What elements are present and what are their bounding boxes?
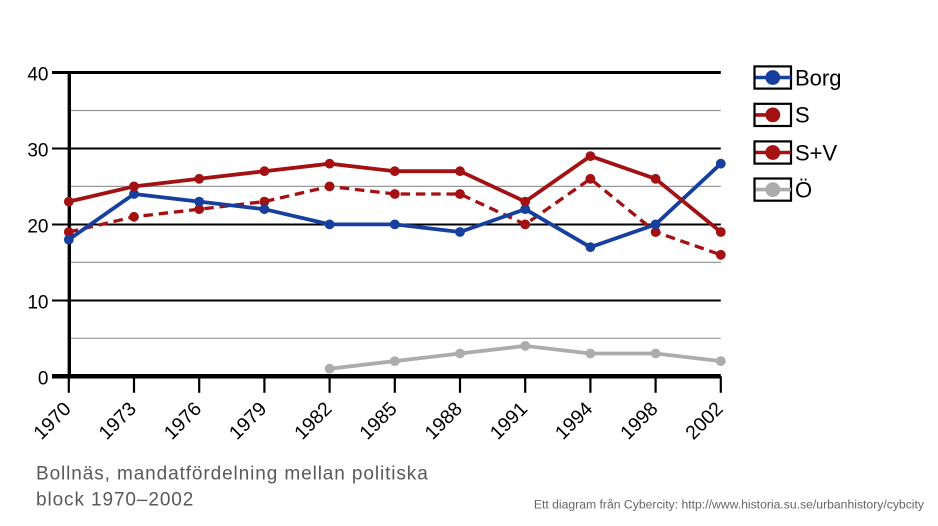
svg-text:30: 30 [27, 141, 48, 162]
svg-text:20: 20 [27, 216, 48, 237]
svg-text:Borg: Borg [795, 65, 841, 90]
svg-text:40: 40 [27, 65, 48, 86]
svg-text:S+V: S+V [795, 140, 838, 165]
svg-text:block 1970–2002: block 1970–2002 [36, 490, 194, 511]
svg-text:Ö: Ö [795, 177, 812, 202]
svg-text:Bollnäs, mandatfördelning mell: Bollnäs, mandatfördelning mellan politis… [36, 464, 429, 485]
svg-text:Ett diagram från Cybercity: ht: Ett diagram från Cybercity: http://www.h… [534, 498, 925, 512]
svg-text:0: 0 [38, 368, 49, 389]
svg-text:S: S [795, 103, 810, 128]
svg-text:10: 10 [27, 292, 48, 313]
